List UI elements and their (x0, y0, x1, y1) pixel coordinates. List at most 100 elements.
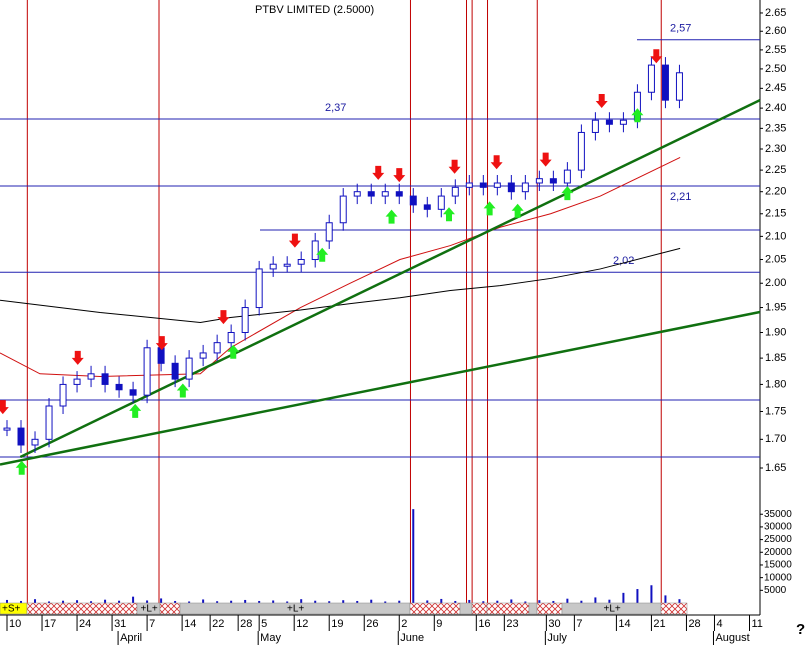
y-tick-label: 2.60 (765, 25, 786, 37)
level-label: 2,37 (325, 102, 346, 114)
sell-arrow (539, 152, 552, 167)
candle (535, 178, 543, 184)
candle (451, 186, 459, 197)
candle (339, 195, 347, 224)
candle (171, 362, 179, 380)
candle (381, 191, 389, 197)
candle (199, 352, 207, 359)
status-segment (26, 602, 138, 615)
sell-arrow (595, 94, 608, 109)
help-icon[interactable]: ? (796, 621, 805, 638)
candle (87, 373, 95, 380)
candle (143, 347, 151, 396)
candle (101, 373, 109, 385)
candle (563, 169, 571, 184)
y-tick-label: 1.85 (765, 352, 786, 364)
status-segment (459, 602, 473, 615)
x-tick-label: 16 (478, 618, 490, 630)
status-label: +L+ (141, 604, 158, 615)
candle (311, 240, 319, 261)
x-tick-label: 7 (576, 618, 582, 630)
candle (45, 405, 53, 440)
level-label: 2,21 (670, 191, 691, 203)
status-label: +L+ (604, 604, 621, 615)
status-segment (528, 602, 538, 615)
trendline (19, 99, 761, 459)
status-label: +S+ (2, 604, 21, 615)
y-tick-label: 1.75 (765, 405, 786, 417)
candle (647, 64, 655, 93)
candle (59, 383, 67, 407)
x-tick-label: 21 (653, 618, 665, 630)
y-tick-label: 1.95 (765, 301, 786, 313)
candle (437, 195, 445, 210)
x-tick-label: 26 (366, 618, 378, 630)
y-tick-label: 2.10 (765, 230, 786, 242)
candle (325, 222, 333, 242)
month-label: April (120, 632, 142, 644)
candle (661, 64, 669, 101)
candle (423, 204, 431, 210)
x-tick-label: 2 (401, 618, 407, 630)
candle (283, 263, 291, 267)
candle (213, 342, 221, 354)
candle (409, 195, 417, 206)
buy-arrow (631, 108, 644, 123)
status-segment (536, 602, 563, 615)
x-tick-label: 12 (296, 618, 308, 630)
candle (465, 182, 473, 188)
candle (353, 191, 361, 197)
candle (493, 182, 501, 188)
y-tick-label: 2.25 (765, 164, 786, 176)
x-tick-label: 9 (436, 618, 442, 630)
status-segment (486, 602, 530, 615)
candle (367, 191, 375, 197)
moving-average (0, 156, 681, 377)
candle (395, 191, 403, 197)
y2-tick-label: 10000 (764, 572, 792, 583)
y-tick-label: 2.35 (765, 122, 786, 134)
candle (73, 378, 81, 385)
x-tick-label: 23 (506, 618, 518, 630)
y-tick-label: 2.50 (765, 63, 786, 75)
candle (675, 72, 683, 101)
candle (605, 119, 613, 125)
y-tick-label: 1.65 (765, 462, 786, 474)
x-tick-label: 14 (184, 618, 196, 630)
x-tick-label: 17 (44, 618, 56, 630)
x-tick-label: 10 (9, 618, 21, 630)
buy-arrow (385, 209, 398, 224)
x-tick-label: 5 (261, 618, 267, 630)
x-tick-label: 31 (114, 618, 126, 630)
y-tick-label: 1.70 (765, 433, 786, 445)
y2-tick-label: 15000 (764, 560, 792, 571)
candle (549, 178, 557, 184)
sell-arrow (650, 49, 663, 64)
plot-area (0, 0, 760, 603)
candle (157, 347, 165, 364)
y-tick-label: 2.05 (765, 253, 786, 265)
sell-arrow (288, 233, 301, 248)
y-tick-label: 2.15 (765, 208, 786, 220)
buy-arrow (316, 247, 329, 262)
y2-tick-label: 30000 (764, 522, 792, 533)
trendline (0, 310, 761, 466)
x-tick-label: 30 (548, 618, 560, 630)
buy-arrow (227, 344, 240, 359)
sell-arrow (217, 310, 230, 325)
x-tick-label: 7 (149, 618, 155, 630)
candle (241, 307, 249, 333)
buy-arrow (129, 403, 142, 418)
x-tick-label: 22 (212, 618, 224, 630)
buy-arrow (511, 203, 524, 218)
month-label: August (715, 632, 749, 644)
y-tick-label: 1.90 (765, 326, 786, 338)
month-label: July (547, 632, 567, 644)
sell-arrow (490, 155, 503, 170)
y-tick-label: 2.65 (765, 7, 786, 19)
status-segment (409, 602, 461, 615)
sell-arrow (448, 159, 461, 174)
candle (17, 427, 25, 446)
